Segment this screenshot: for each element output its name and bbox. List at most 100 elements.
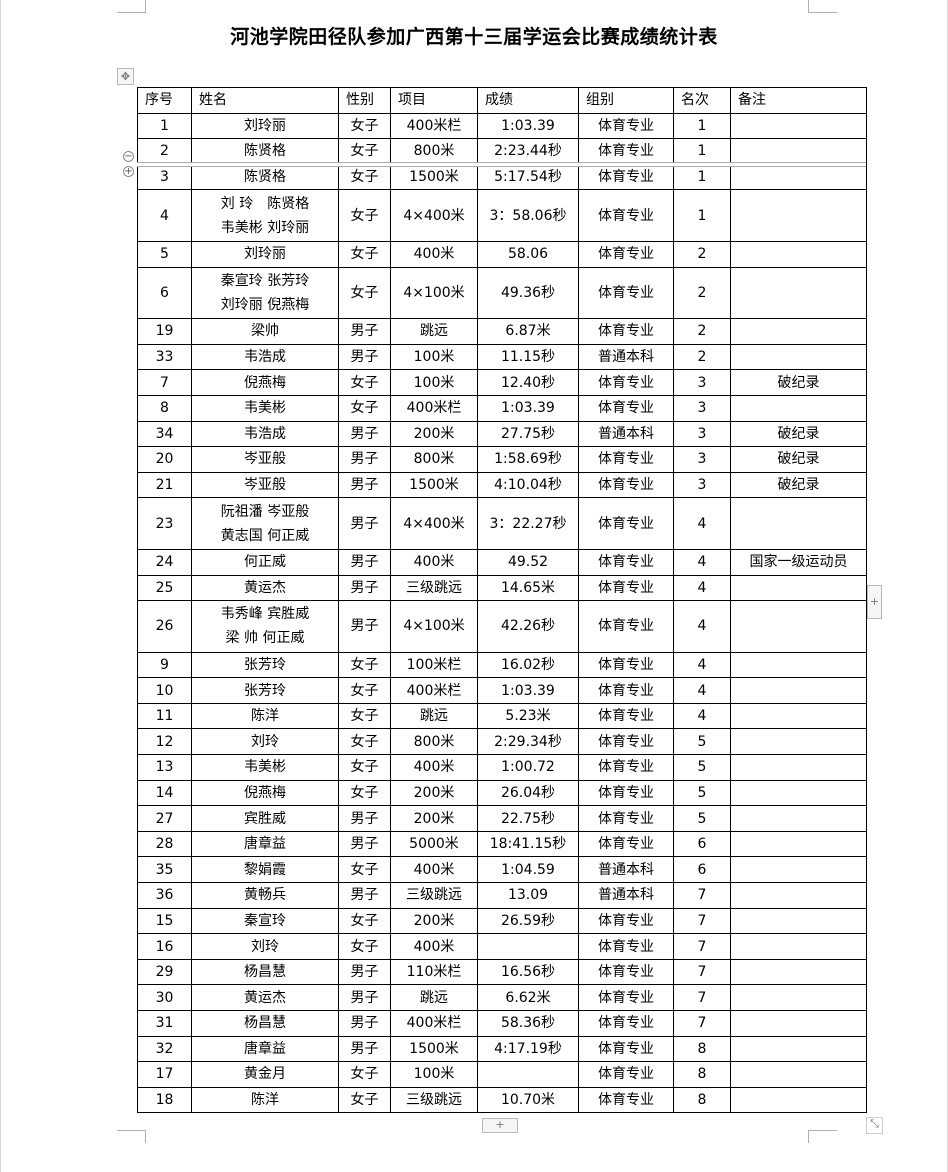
cell-group: 体育专业 xyxy=(578,907,674,935)
cell-gender: 男子 xyxy=(338,343,391,371)
cell-remark xyxy=(730,805,867,832)
cell-group: 体育专业 xyxy=(578,548,674,576)
cell-seq: 11 xyxy=(137,702,192,730)
cell-group: 普通本科 xyxy=(578,420,674,448)
cell-remark xyxy=(730,574,867,602)
cell-rank: 7 xyxy=(673,907,731,935)
cell-seq: 9 xyxy=(137,651,192,679)
cell-rank: 1 xyxy=(673,189,731,242)
cell-group: 体育专业 xyxy=(578,189,674,242)
cell-result: 10.70米 xyxy=(477,1086,579,1114)
cell-name: 唐章益 xyxy=(191,830,339,858)
cell-rank: 4 xyxy=(673,574,731,602)
cell-group: 体育专业 xyxy=(578,240,674,268)
cell-remark xyxy=(730,651,867,679)
cell-seq: 14 xyxy=(137,779,192,807)
cell-gender: 女子 xyxy=(338,1086,391,1114)
cell-event: 400米栏 xyxy=(390,1010,478,1037)
table-row: 15 秦宣玲 女子 200米 26.59秒 体育专业 7 xyxy=(137,907,867,935)
cell-result: 1:04.59 xyxy=(477,856,579,884)
cell-name: 陈洋 xyxy=(191,1086,339,1114)
cell-group: 体育专业 xyxy=(578,702,674,730)
cell-gender: 女子 xyxy=(338,779,391,807)
cell-result: 4:10.04秒 xyxy=(477,471,579,499)
cell-name: 黄运杰 xyxy=(191,574,339,602)
cell-group: 体育专业 xyxy=(578,394,674,422)
cell-seq: 24 xyxy=(137,548,192,576)
table-resize-handle-icon[interactable]: ⤡ xyxy=(866,1117,883,1134)
cell-rank: 8 xyxy=(673,1035,731,1063)
add-column-button[interactable]: + xyxy=(867,585,882,619)
cell-gender: 女子 xyxy=(338,1061,391,1088)
cell-rank: 2 xyxy=(673,318,731,345)
cell-seq: 29 xyxy=(137,958,192,986)
crop-mark xyxy=(808,1130,837,1143)
cell-seq: 31 xyxy=(137,1010,192,1037)
cell-seq: 3 xyxy=(137,163,192,191)
cell-rank: 4 xyxy=(673,702,731,730)
table-row: 6 秦宣玲 张芳玲 刘玲丽 倪燕梅 女子 4×100米 49.36秒 体育专业 2 xyxy=(137,266,867,320)
cell-rank: 3 xyxy=(673,369,731,396)
table-row: 26 韦秀峰 宾胜威 梁 帅 何正威 男子 4×100米 42.26秒 体育专业 4 xyxy=(137,600,867,653)
results-table: 序号 姓名 性别 项目 成绩 组别 名次 备注 1 刘玲丽 女子 400米栏 1:03.… xyxy=(137,87,867,1114)
table-row: 9 张芳玲 女子 100米栏 16.02秒 体育专业 4 xyxy=(137,651,867,679)
cell-gender: 女子 xyxy=(338,677,391,704)
cell-remark xyxy=(730,830,867,858)
cell-result: 2:29.34秒 xyxy=(477,728,579,756)
cell-seq: 26 xyxy=(137,600,192,653)
cell-gender: 女子 xyxy=(338,163,391,191)
cell-rank: 4 xyxy=(673,677,731,704)
expand-icon[interactable]: + xyxy=(123,166,134,177)
cell-rank: 3 xyxy=(673,420,731,448)
cell-name: 秦宣玲 张芳玲 刘玲丽 倪燕梅 xyxy=(191,266,339,320)
cell-result: 49.52 xyxy=(477,548,579,576)
cell-result: 4:17.19秒 xyxy=(477,1035,579,1063)
cell-result: 5.23米 xyxy=(477,702,579,730)
cell-gender: 男子 xyxy=(338,497,391,550)
add-row-button[interactable]: + xyxy=(482,1118,518,1133)
cell-result: 27.75秒 xyxy=(477,420,579,448)
cell-gender: 女子 xyxy=(338,933,391,960)
cell-name: 倪燕梅 xyxy=(191,779,339,807)
cell-group: 体育专业 xyxy=(578,677,674,704)
table-row: 28 唐章益 男子 5000米 18:41.15秒 体育专业 6 xyxy=(137,830,867,858)
cell-rank: 3 xyxy=(673,471,731,499)
cell-seq: 27 xyxy=(137,805,192,832)
cell-event: 1500米 xyxy=(390,471,478,499)
cell-result: 16.02秒 xyxy=(477,651,579,679)
cell-rank: 4 xyxy=(673,600,731,653)
table-row: 23 阮祖潘 岑亚般 黄志国 何正威 男子 4×400米 3：22.27秒 体育专业 4 xyxy=(137,497,867,550)
cell-gender: 女子 xyxy=(338,754,391,781)
cell-group: 普通本科 xyxy=(578,856,674,884)
table-row: 2 陈贤格 女子 800米 2:23.44秒 体育专业 1 xyxy=(137,138,867,165)
cell-result: 6.87米 xyxy=(477,318,579,345)
cell-result xyxy=(477,1061,579,1088)
cell-remark xyxy=(730,394,867,422)
cell-remark xyxy=(730,702,867,730)
cell-seq: 19 xyxy=(137,318,192,345)
cell-seq: 8 xyxy=(137,394,192,422)
cell-group: 体育专业 xyxy=(578,958,674,986)
cell-gender: 男子 xyxy=(338,984,391,1011)
cell-event: 跳远 xyxy=(390,318,478,345)
cell-gender: 女子 xyxy=(338,266,391,320)
header-cell: 性别 xyxy=(338,87,391,114)
cell-seq: 10 xyxy=(137,677,192,704)
cell-name: 岑亚般 xyxy=(191,446,339,473)
cell-event: 200米 xyxy=(390,779,478,807)
table-row: 11 陈洋 女子 跳远 5.23米 体育专业 4 xyxy=(137,702,867,730)
header-cell: 项目 xyxy=(390,87,478,114)
cell-remark xyxy=(730,856,867,884)
cell-event: 4×400米 xyxy=(390,497,478,550)
collapse-icon[interactable]: − xyxy=(123,151,134,162)
row-insert-indicator xyxy=(137,162,866,167)
cell-event: 800米 xyxy=(390,138,478,165)
cell-remark: 破纪录 xyxy=(730,471,867,499)
table-move-handle-icon[interactable]: ✥ xyxy=(117,68,134,85)
cell-gender: 男子 xyxy=(338,471,391,499)
cell-remark xyxy=(730,163,867,191)
cell-gender: 女子 xyxy=(338,856,391,884)
cell-result: 3：22.27秒 xyxy=(477,497,579,550)
cell-seq: 5 xyxy=(137,240,192,268)
cell-group: 体育专业 xyxy=(578,369,674,396)
